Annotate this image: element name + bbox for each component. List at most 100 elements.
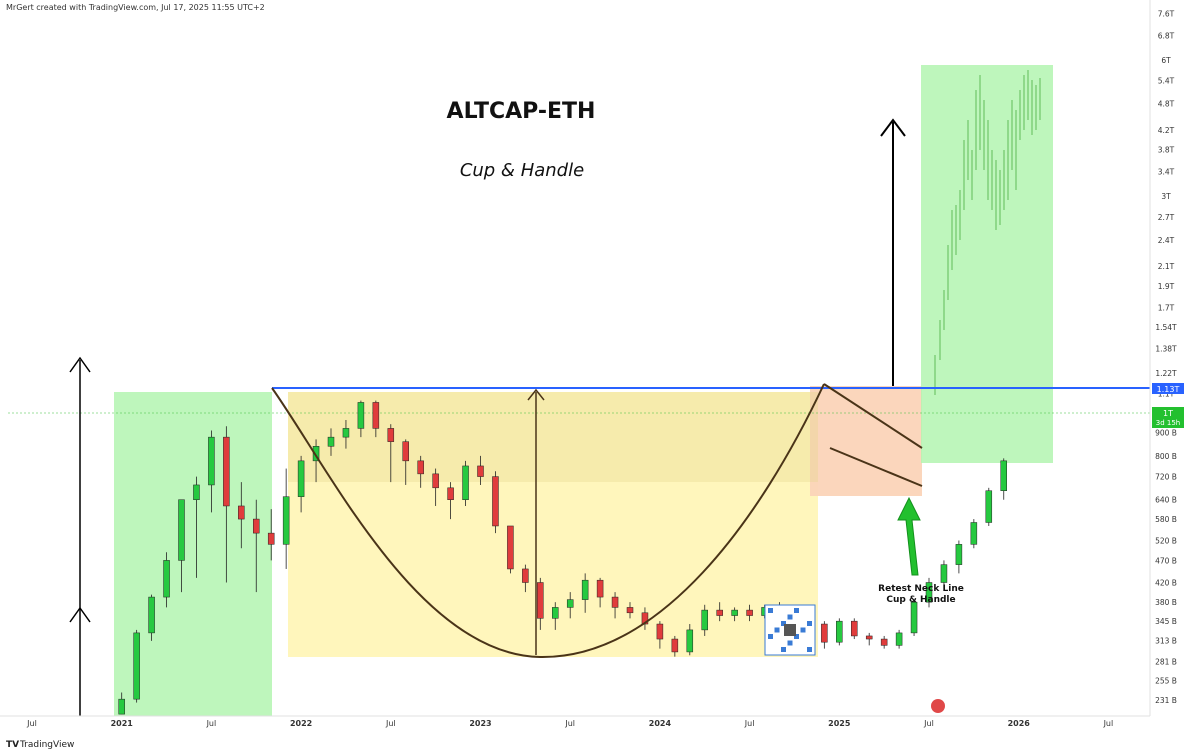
price-badge — [1152, 407, 1184, 428]
candle-body — [297, 460, 305, 497]
y-tick-label: 720 B — [1155, 473, 1177, 482]
tradingview-brand: TVTradingView — [6, 740, 74, 750]
qr-module — [768, 608, 773, 613]
candle — [686, 624, 694, 656]
candle — [955, 540, 963, 574]
candle — [940, 560, 948, 588]
x-tick-label: Jul — [206, 719, 217, 728]
candle — [611, 592, 619, 619]
candle-body — [462, 465, 469, 500]
y-tick-label: 2.7T — [1158, 213, 1175, 222]
y-tick-label: 420 B — [1155, 579, 1177, 588]
candle-body — [208, 436, 215, 486]
candle — [312, 439, 320, 483]
retest-arrow-icon — [897, 496, 921, 576]
candle — [566, 592, 574, 619]
candle-body — [238, 505, 245, 520]
y-tick-label: 345 B — [1155, 617, 1177, 626]
chart-subtitle: Cup & Handle — [460, 160, 584, 181]
event-flag-icon — [931, 699, 945, 713]
x-tick-label: Jul — [1103, 719, 1114, 728]
candle-body — [193, 484, 200, 500]
x-tick-label: 2022 — [290, 719, 312, 728]
candle — [701, 604, 708, 636]
price-countdown-label: 3d 15h — [1156, 419, 1180, 427]
candle — [746, 604, 753, 622]
y-tick-label: 470 B — [1155, 556, 1177, 565]
candle-body — [626, 607, 634, 614]
x-tick-label: 2026 — [1008, 719, 1031, 728]
candle — [836, 618, 843, 646]
y-tick-label: 3T — [1161, 192, 1171, 201]
candle — [193, 476, 200, 578]
qr-module — [781, 647, 786, 652]
candle-body — [507, 525, 514, 570]
candle-body — [492, 476, 499, 527]
neckline-value-badge — [1152, 383, 1184, 394]
candle — [671, 635, 679, 657]
x-tick-label: Jul — [26, 719, 37, 728]
candle — [1000, 458, 1007, 500]
candle — [462, 460, 469, 506]
candle-body — [312, 446, 320, 462]
candle — [895, 629, 903, 649]
left-small-arrow-head — [69, 606, 91, 623]
candle — [282, 468, 290, 569]
y-tick-label: 1.9T — [1158, 282, 1175, 291]
candle-body — [432, 473, 439, 489]
candle — [477, 455, 484, 485]
candle-body — [955, 544, 963, 565]
candle-body — [118, 698, 125, 715]
candle-body — [178, 499, 185, 561]
y-tick-label: 3.8T — [1158, 146, 1175, 155]
x-tick-label: Jul — [744, 719, 755, 728]
candle — [253, 499, 260, 593]
candle — [716, 602, 723, 622]
price-value-label: 1T — [1163, 409, 1173, 418]
y-tick-label: 1.38T — [1155, 345, 1177, 354]
candle-body — [253, 518, 260, 534]
candle-body — [417, 460, 424, 475]
candle-body — [581, 579, 589, 600]
candle-body — [1000, 460, 1007, 491]
candle-body — [372, 402, 380, 429]
candle-body — [671, 638, 679, 653]
y-tick-label: 640 B — [1155, 496, 1177, 505]
qr-code — [764, 604, 816, 656]
retest-annotation-line: Cup & Handle — [886, 595, 955, 605]
candle — [208, 430, 215, 513]
candle — [297, 455, 305, 513]
y-tick-label: 281 B — [1155, 657, 1177, 666]
candle-body — [267, 532, 275, 545]
y-tick-label: 380 B — [1155, 598, 1177, 607]
x-tick-label: 2024 — [649, 719, 672, 728]
y-tick-label: 231 B — [1155, 696, 1177, 705]
candle-body — [821, 623, 828, 643]
tradingview-brand-label: TradingView — [20, 740, 75, 750]
candle-body — [940, 564, 948, 583]
candle-body — [836, 620, 843, 643]
candle-body — [746, 609, 753, 616]
candle — [970, 519, 978, 549]
y-tick-label: 4.2T — [1158, 126, 1175, 135]
x-tick-label: 2023 — [469, 719, 491, 728]
candle — [133, 629, 140, 703]
target-arrow-head — [880, 118, 906, 137]
x-tick-label: 2021 — [111, 719, 134, 728]
y-tick-label: 4.8T — [1158, 100, 1175, 109]
candle-body — [387, 428, 395, 442]
candle — [596, 577, 604, 608]
candle-body — [537, 582, 544, 619]
y-tick-label: 520 B — [1155, 537, 1177, 546]
candle-body — [327, 436, 335, 447]
candle-body — [477, 465, 484, 477]
candle — [163, 552, 170, 608]
candle — [581, 573, 589, 613]
candle-body — [880, 638, 888, 646]
y-tick-label: 6T — [1161, 56, 1171, 65]
candle — [821, 621, 828, 649]
candle — [910, 599, 918, 636]
candle-body — [522, 568, 529, 583]
y-tick-label: 7.6T — [1158, 9, 1175, 18]
candle-body — [133, 632, 140, 700]
